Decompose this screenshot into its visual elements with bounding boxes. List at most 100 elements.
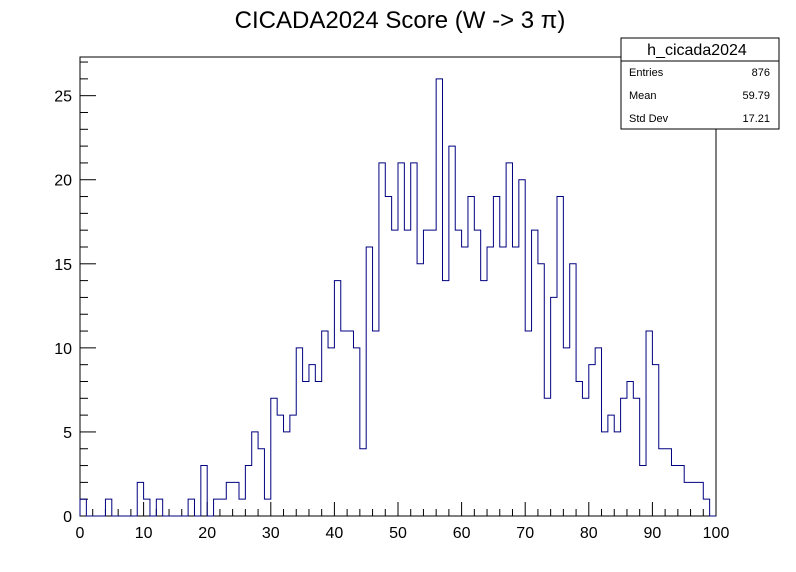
histogram-bin bbox=[379, 163, 385, 516]
histogram-bin bbox=[544, 398, 550, 516]
histogram-bin bbox=[360, 449, 366, 516]
x-tick-label: 60 bbox=[453, 525, 471, 542]
y-tick-label: 5 bbox=[63, 425, 72, 442]
histogram-bin bbox=[493, 197, 499, 516]
stats-stddev-value: 17.21 bbox=[742, 113, 770, 125]
histogram-bin bbox=[443, 281, 449, 516]
histogram-bin bbox=[665, 449, 671, 516]
histogram-bin bbox=[614, 432, 620, 516]
histogram-bin bbox=[258, 449, 264, 516]
histogram-bin bbox=[411, 163, 417, 516]
histogram-bin bbox=[417, 264, 423, 516]
histogram-bin bbox=[557, 197, 563, 516]
stats-box-name: h_cicada2024 bbox=[647, 42, 747, 59]
x-tick-label: 40 bbox=[326, 525, 344, 542]
histogram-bin bbox=[671, 466, 677, 516]
y-tick-label: 10 bbox=[54, 341, 72, 358]
histogram-bin bbox=[322, 331, 328, 516]
stats-mean-value: 59.79 bbox=[742, 90, 770, 102]
histogram-bin bbox=[214, 499, 220, 516]
x-tick-label: 30 bbox=[262, 525, 280, 542]
histogram-bin bbox=[430, 230, 436, 516]
x-tick-label: 20 bbox=[198, 525, 216, 542]
y-tick-label: 0 bbox=[63, 509, 72, 526]
histogram-bin bbox=[487, 247, 493, 516]
histogram-bin bbox=[621, 398, 627, 516]
x-tick-label: 100 bbox=[703, 525, 730, 542]
histogram-bin bbox=[80, 499, 86, 516]
y-tick-label: 20 bbox=[54, 173, 72, 190]
x-tick-label: 50 bbox=[389, 525, 407, 542]
histogram-bin bbox=[264, 499, 270, 516]
histogram-bin bbox=[519, 180, 525, 516]
histogram-bin bbox=[462, 247, 468, 516]
histogram-bin bbox=[220, 499, 226, 516]
histogram-bin bbox=[481, 281, 487, 516]
histogram-bin bbox=[290, 415, 296, 516]
histogram-bin bbox=[188, 499, 194, 516]
histogram-bin bbox=[525, 331, 531, 516]
histogram-bin bbox=[398, 163, 404, 516]
histogram-bin bbox=[468, 197, 474, 516]
x-tick-label: 80 bbox=[580, 525, 598, 542]
stats-entries-value: 876 bbox=[752, 67, 770, 79]
x-tick-label: 70 bbox=[516, 525, 534, 542]
histogram-bin bbox=[576, 381, 582, 516]
histogram-bin bbox=[328, 348, 334, 516]
x-axis: 0 10 20 30 40 50 60 70 80 90 100 bbox=[76, 502, 730, 542]
histogram-bin bbox=[105, 499, 111, 516]
stats-box: h_cicada2024 Entries 876 Mean 59.79 Std … bbox=[620, 37, 780, 130]
histogram-bin bbox=[373, 331, 379, 516]
x-tick-label: 10 bbox=[135, 525, 153, 542]
histogram-bin bbox=[652, 365, 658, 516]
histogram-bin bbox=[341, 331, 347, 516]
histogram-bin bbox=[512, 247, 518, 516]
histogram-bin bbox=[633, 398, 639, 516]
histogram-bin bbox=[353, 348, 359, 516]
histogram-bin bbox=[309, 365, 315, 516]
histogram-bin bbox=[252, 432, 258, 516]
histogram-bin bbox=[137, 482, 143, 516]
histogram-bin bbox=[404, 230, 410, 516]
histogram-bin bbox=[296, 348, 302, 516]
histogram-bin bbox=[506, 163, 512, 516]
histogram-bin bbox=[691, 482, 697, 516]
histogram-bin bbox=[595, 348, 601, 516]
histogram-bin bbox=[684, 482, 690, 516]
histogram-bin bbox=[678, 466, 684, 516]
histogram-outline bbox=[79, 78, 716, 517]
histogram-bin bbox=[347, 331, 353, 516]
histogram-bin bbox=[156, 499, 162, 516]
histogram-bin bbox=[436, 79, 442, 516]
y-tick-label: 15 bbox=[54, 257, 72, 274]
histogram-bin bbox=[245, 466, 251, 516]
histogram-bin bbox=[303, 381, 309, 516]
histogram-bin bbox=[423, 230, 429, 516]
y-axis: 0 5 10 15 20 25 bbox=[54, 61, 96, 526]
x-tick-label: 90 bbox=[644, 525, 662, 542]
histogram-bin bbox=[551, 297, 557, 516]
histogram-bin bbox=[538, 264, 544, 516]
histogram-bin bbox=[226, 482, 232, 516]
histogram-bin bbox=[582, 398, 588, 516]
histogram-bin bbox=[500, 247, 506, 516]
histogram-bin bbox=[233, 482, 239, 516]
histogram-bin bbox=[570, 264, 576, 516]
histogram-bin bbox=[271, 398, 277, 516]
histogram-bin bbox=[449, 146, 455, 516]
stats-box-frame bbox=[620, 37, 780, 130]
stats-mean-label: Mean bbox=[629, 90, 657, 102]
histogram-bin bbox=[703, 499, 709, 516]
histogram-bin bbox=[144, 499, 150, 516]
histogram-bin bbox=[284, 432, 290, 516]
histogram-bin bbox=[474, 230, 480, 516]
histogram-bin bbox=[646, 331, 652, 516]
histogram-bin bbox=[277, 415, 283, 516]
histogram-bin bbox=[589, 365, 595, 516]
histogram-bin bbox=[659, 449, 665, 516]
histogram-bin bbox=[201, 466, 207, 516]
x-tick-label: 0 bbox=[76, 525, 85, 542]
histogram-bin bbox=[563, 348, 569, 516]
histogram-bin bbox=[366, 247, 372, 516]
